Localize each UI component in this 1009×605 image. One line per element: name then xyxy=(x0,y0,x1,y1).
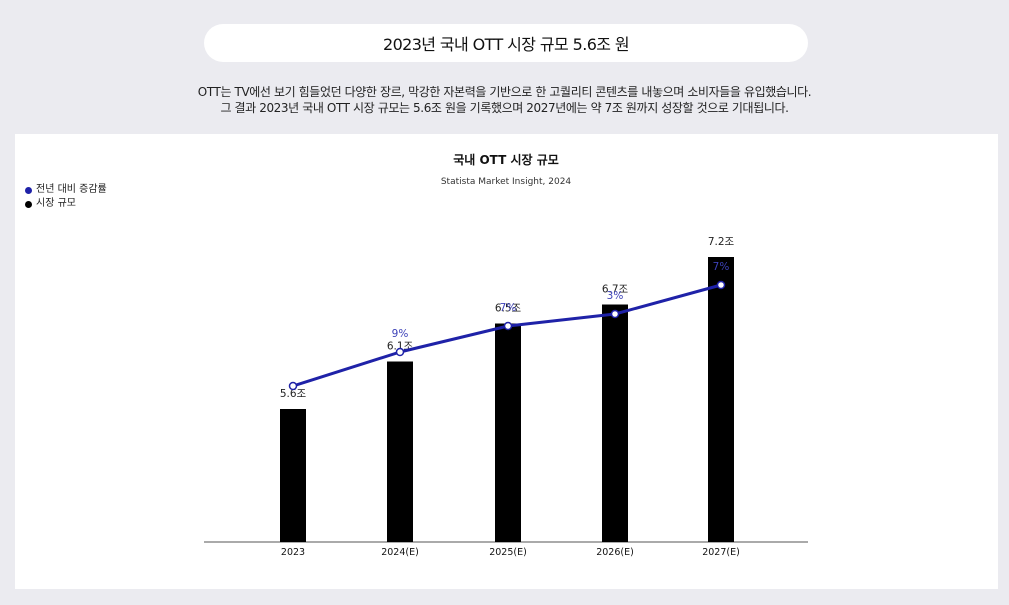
growth-point-1 xyxy=(395,347,405,357)
legend-label-market-size: 시장 규모 xyxy=(36,198,76,209)
bar-4 xyxy=(708,257,734,542)
growth-label-4: 7% xyxy=(713,261,730,273)
growth-point-4 xyxy=(716,280,726,290)
x-tick-label-2: 2025(E) xyxy=(489,547,527,558)
bar-2 xyxy=(495,323,521,542)
page-title: 2023년 국내 OTT 시장 규모 5.6조 원 xyxy=(204,24,808,62)
bar-0 xyxy=(280,409,306,542)
growth-label-3: 3% xyxy=(607,290,624,302)
page-title-text: 2023년 국내 OTT 시장 규모 5.6조 원 xyxy=(382,35,630,54)
legend-swatch-market-size xyxy=(25,200,32,208)
description-line-1: OTT는 TV에선 보기 힘들었던 다양한 장르, 막강한 자본력을 기반으로 … xyxy=(197,85,812,99)
x-tick-label-0: 2023 xyxy=(281,547,305,558)
legend-item-growth: 전년 대비 증감률 xyxy=(25,183,107,197)
growth-point-3 xyxy=(610,309,620,319)
legend-item-market-size: 시장 규모 xyxy=(25,197,107,211)
growth-point-2 xyxy=(503,321,513,331)
description-line-2: 그 결과 2023년 국내 OTT 시장 규모는 5.6조 원을 기록했으며 2… xyxy=(220,101,789,115)
bar-value-label-4: 7.2조 xyxy=(708,236,735,248)
growth-label-1: 9% xyxy=(392,328,409,340)
growth-label-2: 7% xyxy=(500,302,517,314)
bar-3 xyxy=(602,304,628,542)
bar-value-label-0: 5.6조 xyxy=(280,388,307,400)
growth-point-0 xyxy=(288,381,298,391)
legend-swatch-growth xyxy=(25,186,32,194)
page-description: OTT는 TV에선 보기 힘들었던 다양한 장르, 막강한 자본력을 기반으로 … xyxy=(0,84,1009,116)
chart-card: 전년 대비 증감률 시장 규모 국내 OTT 시장 규모 Statista Ma… xyxy=(15,134,998,589)
bar-1 xyxy=(387,361,413,542)
chart-subtitle: Statista Market Insight, 2024 xyxy=(441,177,572,187)
bar-value-label-3: 6.7조 xyxy=(602,284,629,296)
legend-label-growth: 전년 대비 증감률 xyxy=(36,184,107,195)
x-tick-label-1: 2024(E) xyxy=(381,547,419,558)
chart-svg: 국내 OTT 시장 규모 Statista Market Insight, 20… xyxy=(204,152,808,558)
chart-title: 국내 OTT 시장 규모 xyxy=(453,152,559,167)
bar-value-label-2: 6.5조 xyxy=(495,303,522,315)
x-tick-label-3: 2026(E) xyxy=(596,547,634,558)
x-tick-label-4: 2027(E) xyxy=(702,547,740,558)
chart-legend: 전년 대비 증감률 시장 규모 xyxy=(25,183,107,211)
